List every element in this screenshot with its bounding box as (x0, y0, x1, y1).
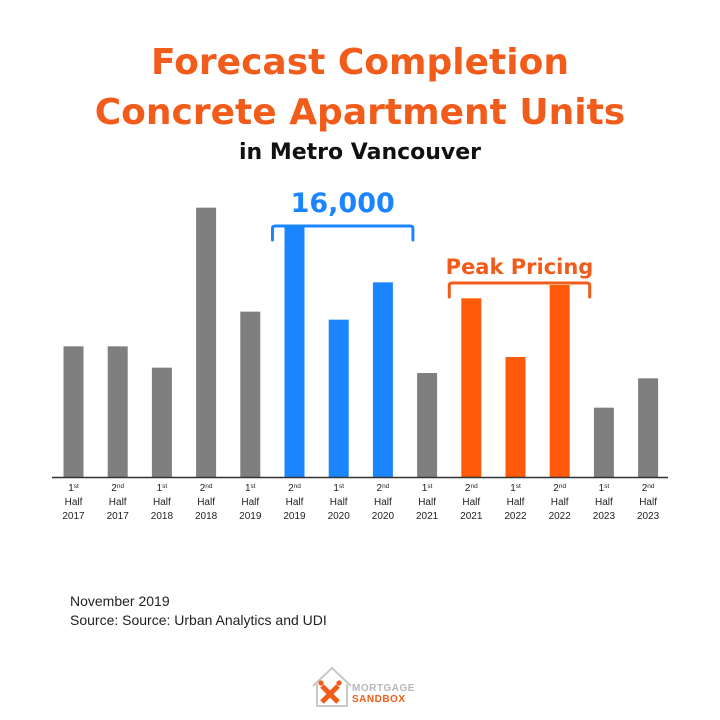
logo-text-mortgage: MORTGAGE (352, 683, 415, 694)
tick-label-half-6: Half (330, 497, 348, 508)
tick-label-ordinal-7: 2nd (377, 483, 390, 494)
tick-label-half-1: Half (109, 497, 127, 508)
bar-7 (372, 282, 393, 477)
tick-label-half-12: Half (595, 497, 613, 508)
bar-13 (638, 378, 659, 477)
tick-label-ordinal-11: 2nd (553, 483, 566, 494)
bar-0 (63, 346, 84, 477)
tick-label-ordinal-4: 1st (245, 483, 256, 494)
tick-label-half-13: Half (639, 497, 657, 508)
tick-label-year-7: 2020 (372, 511, 395, 522)
tick-label-half-0: Half (65, 497, 83, 508)
tick-label-year-2: 2018 (151, 511, 174, 522)
bar-8 (417, 373, 438, 477)
tick-label-half-4: Half (241, 497, 259, 508)
tick-label-ordinal-1: 2nd (111, 483, 124, 494)
bar-4 (240, 311, 261, 477)
chart-title-line-2: Concrete Apartment Units (94, 92, 626, 133)
footer-source: Source: Source: Urban Analytics and UDI (70, 612, 327, 628)
tick-label-year-11: 2022 (549, 511, 572, 522)
annotation-bracket-0 (271, 224, 415, 242)
tick-label-ordinal-6: 1st (333, 483, 344, 494)
annotation-bracket-1 (447, 281, 592, 299)
tick-label-ordinal-13: 2nd (642, 483, 655, 494)
tick-label-half-11: Half (551, 497, 569, 508)
tick-label-half-7: Half (374, 497, 392, 508)
tick-label-ordinal-9: 2nd (465, 483, 478, 494)
tick-label-half-3: Half (197, 497, 215, 508)
annotation-label-1: Peak Pricing (446, 255, 594, 279)
bar-11 (549, 285, 570, 477)
tick-label-half-9: Half (462, 497, 480, 508)
tick-label-year-3: 2018 (195, 511, 218, 522)
bar-3 (196, 207, 217, 477)
house-x-icon (312, 666, 352, 707)
tick-label-year-12: 2023 (593, 511, 616, 522)
tick-label-ordinal-2: 1st (157, 483, 168, 494)
tick-label-year-0: 2017 (62, 511, 85, 522)
tick-label-ordinal-0: 1st (68, 483, 79, 494)
tick-label-year-13: 2023 (637, 511, 660, 522)
tick-label-year-8: 2021 (416, 511, 439, 522)
bar-9 (461, 298, 482, 477)
tick-label-half-2: Half (153, 497, 171, 508)
tick-label-half-5: Half (286, 497, 304, 508)
tick-label-ordinal-8: 1st (422, 483, 433, 494)
tick-label-year-5: 2019 (283, 511, 306, 522)
bar-6 (328, 319, 349, 477)
tick-label-year-1: 2017 (107, 511, 130, 522)
tick-label-ordinal-5: 2nd (288, 483, 301, 494)
bar-2 (151, 367, 172, 477)
chart-subtitle: in Metro Vancouver (238, 140, 482, 165)
tick-label-half-10: Half (507, 497, 525, 508)
tick-label-year-10: 2022 (504, 511, 527, 522)
logo-text-sandbox: SANDBOX (352, 694, 406, 705)
tick-label-ordinal-10: 1st (510, 483, 521, 494)
tick-label-half-8: Half (418, 497, 436, 508)
bar-1 (107, 346, 128, 477)
tick-label-year-6: 2020 (328, 511, 351, 522)
chart-title-line-1: Forecast Completion (151, 42, 569, 83)
tick-label-year-9: 2021 (460, 511, 483, 522)
tick-label-ordinal-3: 2nd (200, 483, 213, 494)
bar-12 (593, 407, 614, 477)
footer-date: November 2019 (70, 593, 170, 609)
annotation-label-0: 16,000 (291, 188, 395, 219)
tick-label-year-4: 2019 (239, 511, 262, 522)
tick-label-ordinal-12: 1st (599, 483, 610, 494)
bar-10 (505, 357, 526, 477)
bar-5 (284, 226, 305, 477)
